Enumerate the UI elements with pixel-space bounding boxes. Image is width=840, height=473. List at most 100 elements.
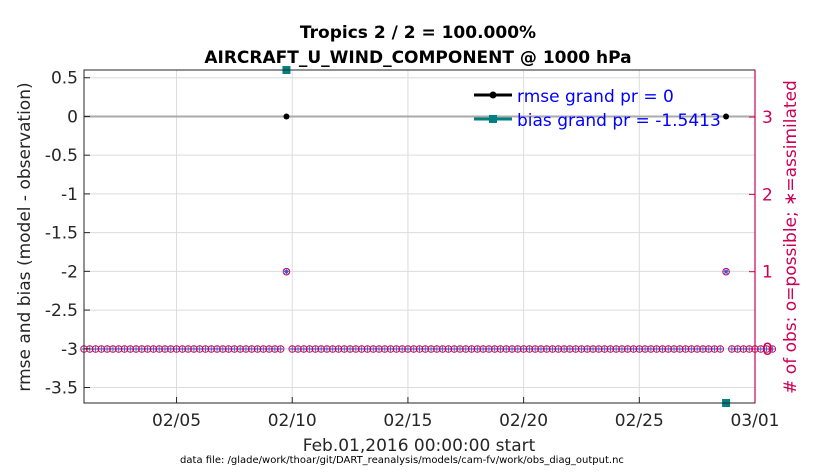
obs-assimilated-marker xyxy=(237,346,243,352)
obs-assimilated-marker xyxy=(428,346,434,352)
obs-assimilated-marker xyxy=(353,346,359,352)
obs-possible-marker xyxy=(768,345,777,353)
obs-assimilated-marker xyxy=(654,346,660,352)
obs-assimilated-marker xyxy=(469,346,475,352)
obs-assimilated-marker xyxy=(417,346,422,352)
x-tick-label: 02/20 xyxy=(499,411,548,431)
x-tick-label: 02/10 xyxy=(268,411,317,431)
obs-assimilated-marker xyxy=(174,346,180,352)
obs-assimilated-marker xyxy=(341,346,347,352)
y-left-tick-label: -3 xyxy=(61,340,78,360)
x-axis-label: Feb.01,2016 00:00:00 start xyxy=(303,436,536,456)
obs-assimilated-marker xyxy=(93,346,99,352)
x-tick-label: 02/15 xyxy=(383,411,432,431)
obs-assimilated-marker xyxy=(324,346,330,352)
obs-assimilated-marker xyxy=(486,346,492,352)
x-tick-label: 03/01 xyxy=(731,411,780,431)
obs-assimilated-marker xyxy=(434,346,440,352)
obs-assimilated-marker xyxy=(399,346,405,352)
obs-assimilated-marker xyxy=(98,346,104,352)
obs-assimilated-marker xyxy=(474,346,480,352)
obs-assimilated-marker xyxy=(272,346,278,352)
obs-assimilated-marker xyxy=(636,346,642,352)
obs-assimilated-marker xyxy=(255,346,261,352)
obs-assimilated-marker xyxy=(307,346,313,352)
obs-assimilated-marker xyxy=(648,346,654,352)
obs-assimilated-marker xyxy=(480,346,486,352)
obs-assimilated-marker xyxy=(607,346,613,352)
obs-assimilated-marker xyxy=(717,346,723,352)
obs-assimilated-marker xyxy=(127,346,133,352)
obs-assimilated-marker xyxy=(712,346,718,352)
legend-rmse-label: rmse grand pr = 0 xyxy=(517,87,674,107)
obs-assimilated-marker xyxy=(370,346,376,352)
y-right-tick-label: 1 xyxy=(762,263,773,283)
obs-assimilated-marker xyxy=(561,346,567,352)
obs-assimilated-marker xyxy=(150,346,156,352)
obs-assimilated-marker xyxy=(550,346,556,352)
obs-assimilated-marker xyxy=(642,346,648,352)
obs-assimilated-marker xyxy=(677,346,683,352)
obs-assimilated-marker xyxy=(740,346,746,352)
obs-assimilated-marker xyxy=(573,346,579,352)
obs-assimilated-marker xyxy=(671,346,677,352)
obs-assimilated-marker xyxy=(289,346,295,352)
obs-assimilated-marker xyxy=(226,346,232,352)
obs-possible-marker xyxy=(282,267,291,276)
legend-bias-marker xyxy=(489,115,497,123)
rmse-point xyxy=(283,113,290,120)
obs-assimilated-marker xyxy=(179,346,185,352)
obs-assimilated-marker xyxy=(318,346,324,352)
obs-assimilated-marker xyxy=(659,346,665,352)
obs-assimilated-marker xyxy=(156,346,162,352)
y-left-tick-label: -1 xyxy=(61,185,78,205)
chart-title-line1: Tropics 2 / 2 = 100.000% xyxy=(300,23,536,43)
obs-assimilated-marker xyxy=(769,346,775,352)
obs-assimilated-marker xyxy=(463,346,469,352)
y-axis-left-label: rmse and bias (model - observation) xyxy=(15,82,35,391)
obs-assimilated-marker xyxy=(278,346,284,352)
obs-assimilated-marker xyxy=(214,346,220,352)
obs-assimilated-marker xyxy=(116,346,122,352)
obs-assimilated-marker xyxy=(231,346,237,352)
obs-assimilated-marker xyxy=(688,346,694,352)
y-left-tick-label: 0.5 xyxy=(51,69,78,89)
obs-assimilated-marker xyxy=(202,346,208,352)
obs-assimilated-marker xyxy=(220,346,226,352)
obs-assimilated-marker xyxy=(619,346,625,352)
obs-assimilated-marker xyxy=(544,346,550,352)
obs-assimilated-marker xyxy=(723,269,729,275)
obs-assimilated-marker xyxy=(405,346,411,352)
obs-assimilated-marker xyxy=(555,346,561,352)
y-left-tick-label: -3.5 xyxy=(45,379,78,399)
obs-assimilated-marker xyxy=(145,346,151,352)
y-left-tick-label: -1.5 xyxy=(45,224,78,244)
y-right-tick-label: 0 xyxy=(762,340,773,360)
obs-assimilated-marker xyxy=(584,346,590,352)
obs-assimilated-marker xyxy=(376,346,382,352)
obs-assimilated-marker xyxy=(590,346,596,352)
obs-assimilated-marker xyxy=(197,346,203,352)
y-left-tick-label: -2 xyxy=(61,262,78,282)
obs-assimilated-marker xyxy=(359,346,365,352)
y-right-tick-label: 2 xyxy=(762,185,773,205)
obs-assimilated-marker xyxy=(121,346,127,352)
obs-assimilated-marker xyxy=(411,346,417,352)
obs-assimilated-marker xyxy=(330,346,336,352)
obs-assimilated-marker xyxy=(578,346,584,352)
obs-assimilated-marker xyxy=(538,346,544,352)
obs-possible-marker xyxy=(276,345,285,353)
obs-assimilated-marker xyxy=(393,346,399,352)
obs-assimilated-marker xyxy=(162,346,168,352)
obs-assimilated-marker xyxy=(312,346,318,352)
obs-assimilated-marker xyxy=(492,346,498,352)
obs-assimilated-marker xyxy=(451,346,457,352)
obs-assimilated-marker xyxy=(602,346,608,352)
data-file-footer: data file: /glade/work/thoar/git/DART_re… xyxy=(180,455,624,466)
obs-assimilated-marker xyxy=(364,346,370,352)
y-axis-left: 0.5 0 -0.5 -1 -1.5 -2 -2.5 -3 -3.5 xyxy=(45,69,90,399)
obs-assimilated-marker xyxy=(509,346,515,352)
obs-assimilated-marker xyxy=(631,346,637,352)
obs-possible-marker xyxy=(716,345,725,353)
obs-assimilated-marker xyxy=(526,346,532,352)
